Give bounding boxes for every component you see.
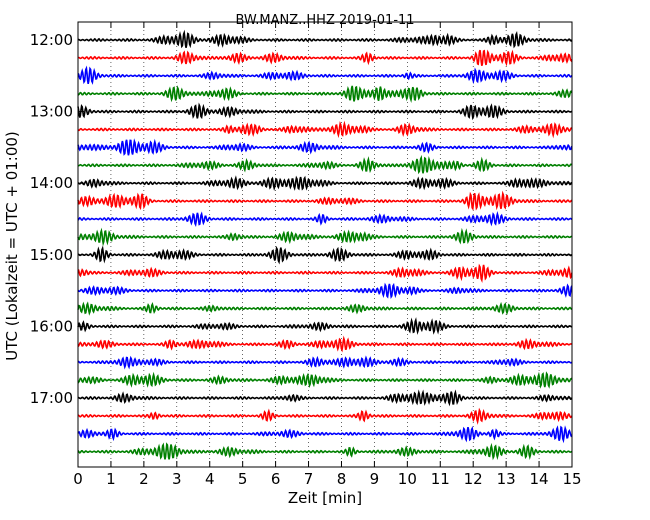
seismic-trace <box>78 407 573 425</box>
chart-title: BW.MANZ..HHZ 2019-01-11 <box>235 13 414 28</box>
y-tick-label: 13:00 <box>30 103 73 121</box>
seismic-trace <box>77 85 573 104</box>
x-tick-label: 1 <box>106 470 116 488</box>
seismic-trace <box>77 227 572 247</box>
seismic-trace <box>77 210 573 227</box>
seismic-trace <box>77 301 573 316</box>
x-tick-label: 0 <box>73 470 83 488</box>
seismic-trace <box>77 154 573 175</box>
x-tick-label: 12 <box>464 470 483 488</box>
seismic-trace <box>77 282 573 299</box>
x-tick-label: 3 <box>172 470 182 488</box>
seismic-trace <box>77 65 573 85</box>
y-tick-label: 15:00 <box>30 246 73 264</box>
seismic-trace <box>77 245 573 265</box>
seismic-trace <box>77 317 573 335</box>
y-axis-ticks: 12:00 13:00 14:00 15:00 16:00 17:00 <box>30 31 572 407</box>
seismic-trace <box>78 389 573 407</box>
seismic-trace <box>77 371 573 389</box>
x-tick-label: 4 <box>205 470 215 488</box>
seismic-trace <box>77 120 573 139</box>
plot-frame <box>77 21 573 468</box>
seismic-trace <box>77 263 573 283</box>
seismic-trace <box>77 335 573 353</box>
seismic-trace <box>77 355 573 370</box>
seismic-trace <box>77 425 573 444</box>
seismic-trace <box>77 190 573 211</box>
x-tick-label: 2 <box>139 470 149 488</box>
seismic-trace <box>77 29 573 49</box>
grid-lines <box>110 22 540 467</box>
y-tick-label: 16:00 <box>30 317 73 335</box>
x-axis-label: Zeit [min] <box>288 489 362 507</box>
x-tick-label: 10 <box>398 470 417 488</box>
x-tick-label: 6 <box>271 470 281 488</box>
y-tick-label: 12:00 <box>30 31 73 49</box>
seismic-trace <box>77 102 573 121</box>
x-axis-ticks: 0 1 2 3 4 5 6 7 8 9 10 11 12 13 14 15 <box>73 22 582 488</box>
x-tick-label: 11 <box>431 470 450 488</box>
seismic-trace <box>77 442 573 461</box>
x-tick-label: 9 <box>370 470 380 488</box>
seismic-traces <box>77 29 573 461</box>
y-tick-label: 17:00 <box>30 389 73 407</box>
seismic-trace <box>77 175 573 192</box>
y-axis-label: UTC (Lokalzeit = UTC + 01:00) <box>3 131 21 361</box>
seismic-trace <box>77 138 573 156</box>
y-tick-label: 14:00 <box>30 174 73 192</box>
x-tick-label: 13 <box>497 470 516 488</box>
x-tick-label: 8 <box>337 470 347 488</box>
x-tick-label: 15 <box>562 470 581 488</box>
x-tick-label: 7 <box>304 470 314 488</box>
x-tick-label: 5 <box>238 470 248 488</box>
x-tick-label: 14 <box>530 470 549 488</box>
seismic-trace <box>77 49 573 67</box>
